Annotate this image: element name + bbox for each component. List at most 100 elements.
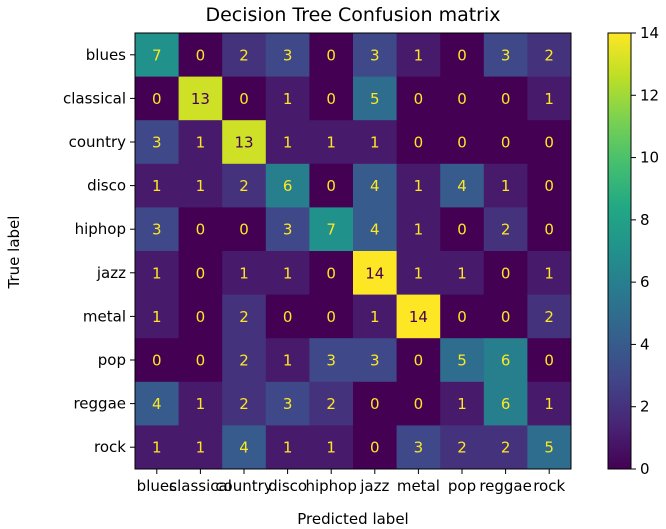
cell-value-label: 4 — [370, 221, 380, 239]
cell-value-label: 7 — [326, 221, 336, 239]
heatmap-cell — [309, 76, 354, 121]
y-tick-label: classical — [63, 89, 126, 107]
heatmap-cell — [483, 251, 528, 296]
heatmap-cell — [135, 381, 180, 426]
cell-value-label: 0 — [326, 264, 336, 282]
heatmap-cell — [396, 338, 441, 383]
cell-value-label: 5 — [457, 352, 467, 370]
heatmap-cell — [440, 76, 485, 121]
cell-value-label: 2 — [239, 177, 249, 195]
cell-value-label: 1 — [239, 264, 249, 282]
x-tick-label: hiphop — [305, 477, 356, 495]
cell-value-label: 1 — [152, 308, 162, 326]
cell-value-label: 0 — [544, 134, 554, 152]
cell-value-label: 2 — [239, 395, 249, 413]
heatmap-cell — [309, 294, 354, 339]
heatmap-cell — [396, 381, 441, 426]
heatmap-cell — [222, 425, 267, 470]
y-axis: blues classical country disco hiphop jazz meta… — [63, 46, 135, 456]
heatmap-cell — [396, 251, 441, 296]
x-tick-label: pop — [448, 477, 476, 495]
cell-value-label: 7 — [152, 46, 162, 64]
heatmap-cell — [440, 163, 485, 208]
cell-value-label: 0 — [239, 90, 249, 108]
cell-value-label: 6 — [501, 352, 511, 370]
colorbar-tick-label: 8 — [640, 211, 650, 229]
heatmap-cell — [309, 425, 354, 470]
cell-value-label: 3 — [283, 395, 293, 413]
heatmap-cell — [178, 76, 223, 121]
heatmap-cell — [135, 207, 180, 252]
heatmap-cell — [440, 294, 485, 339]
cell-value-label: 0 — [196, 46, 206, 64]
heatmap-cell — [483, 207, 528, 252]
heatmap-cell — [396, 76, 441, 121]
cell-value-label: 2 — [544, 308, 554, 326]
cell-value-label: 13 — [234, 134, 253, 152]
heatmap-cell — [396, 425, 441, 470]
x-axis-label: Predicted label — [297, 510, 408, 528]
cell-value-label: 0 — [239, 221, 249, 239]
cell-value-label: 1 — [544, 264, 554, 282]
cell-value-label: 0 — [326, 308, 336, 326]
cell-value-label: 0 — [326, 90, 336, 108]
heatmap-cell — [135, 251, 180, 296]
y-tick-label: rock — [94, 438, 126, 456]
heatmap-cell — [527, 207, 572, 252]
cell-value-label: 0 — [283, 308, 293, 326]
cell-value-label: 0 — [152, 352, 162, 370]
cell-value-label: 1 — [326, 439, 336, 457]
cell-value-label: 0 — [544, 352, 554, 370]
cell-value-label: 2 — [239, 308, 249, 326]
heatmap-cell — [353, 76, 398, 121]
heatmap-cell — [396, 120, 441, 165]
heatmap-cell — [265, 338, 310, 383]
cell-value-label: 1 — [152, 264, 162, 282]
colorbar-tick-label: 2 — [640, 398, 650, 416]
cell-value-label: 4 — [239, 439, 249, 457]
heatmap-cell — [396, 207, 441, 252]
heatmap-cell — [178, 294, 223, 339]
x-tick-label: country — [215, 477, 272, 495]
cell-value-label: 0 — [457, 221, 467, 239]
heatmap-cell — [309, 251, 354, 296]
colorbar: 0 2 4 6 8 10 12 14 — [607, 24, 659, 478]
cell-value-label: 0 — [326, 46, 336, 64]
heatmap-cell — [483, 76, 528, 121]
cell-value-label: 14 — [365, 264, 384, 282]
heatmap-cell — [309, 381, 354, 426]
x-tick-label: blues — [137, 477, 177, 495]
cell-value-label: 1 — [326, 134, 336, 152]
cell-value-label: 2 — [239, 46, 249, 64]
y-axis-label: True label — [5, 216, 23, 290]
y-tick-label: hiphop — [75, 220, 126, 238]
x-tick-label: jazz — [359, 477, 389, 495]
heatmap-cell — [483, 120, 528, 165]
cell-value-label: 1 — [283, 134, 293, 152]
cell-value-label: 0 — [457, 134, 467, 152]
heatmap-frame — [134, 32, 572, 470]
heatmap-cell — [309, 33, 354, 78]
cell-value-label: 2 — [239, 352, 249, 370]
cell-value-label: 1 — [370, 308, 380, 326]
cell-value-label: 14 — [409, 308, 428, 326]
heatmap-cell — [483, 33, 528, 78]
colorbar-tick-label: 14 — [640, 24, 659, 42]
cell-value-label: 0 — [501, 90, 511, 108]
heatmap-cell — [353, 207, 398, 252]
cell-value-label: 0 — [544, 177, 554, 195]
cell-value-label: 0 — [457, 46, 467, 64]
cell-value-label: 0 — [414, 395, 424, 413]
heatmap-cell — [178, 33, 223, 78]
cell-value-label: 1 — [283, 90, 293, 108]
heatmap-plot-area: 7 0 2 3 0 3 1 0 3 20 13 0 1 0 5 0 0 0 13 1 13 1 1 1 0 0 0 01 1 2 6 0 4 1 4… — [134, 32, 572, 470]
cell-value-label: 2 — [544, 46, 554, 64]
heatmap-cell — [309, 207, 354, 252]
cell-value-label: 6 — [501, 395, 511, 413]
heatmap-cell — [527, 163, 572, 208]
cell-value-label: 3 — [414, 439, 424, 457]
cell-value-label: 0 — [370, 439, 380, 457]
cell-value-label: 4 — [152, 395, 162, 413]
heatmap-cell — [483, 294, 528, 339]
